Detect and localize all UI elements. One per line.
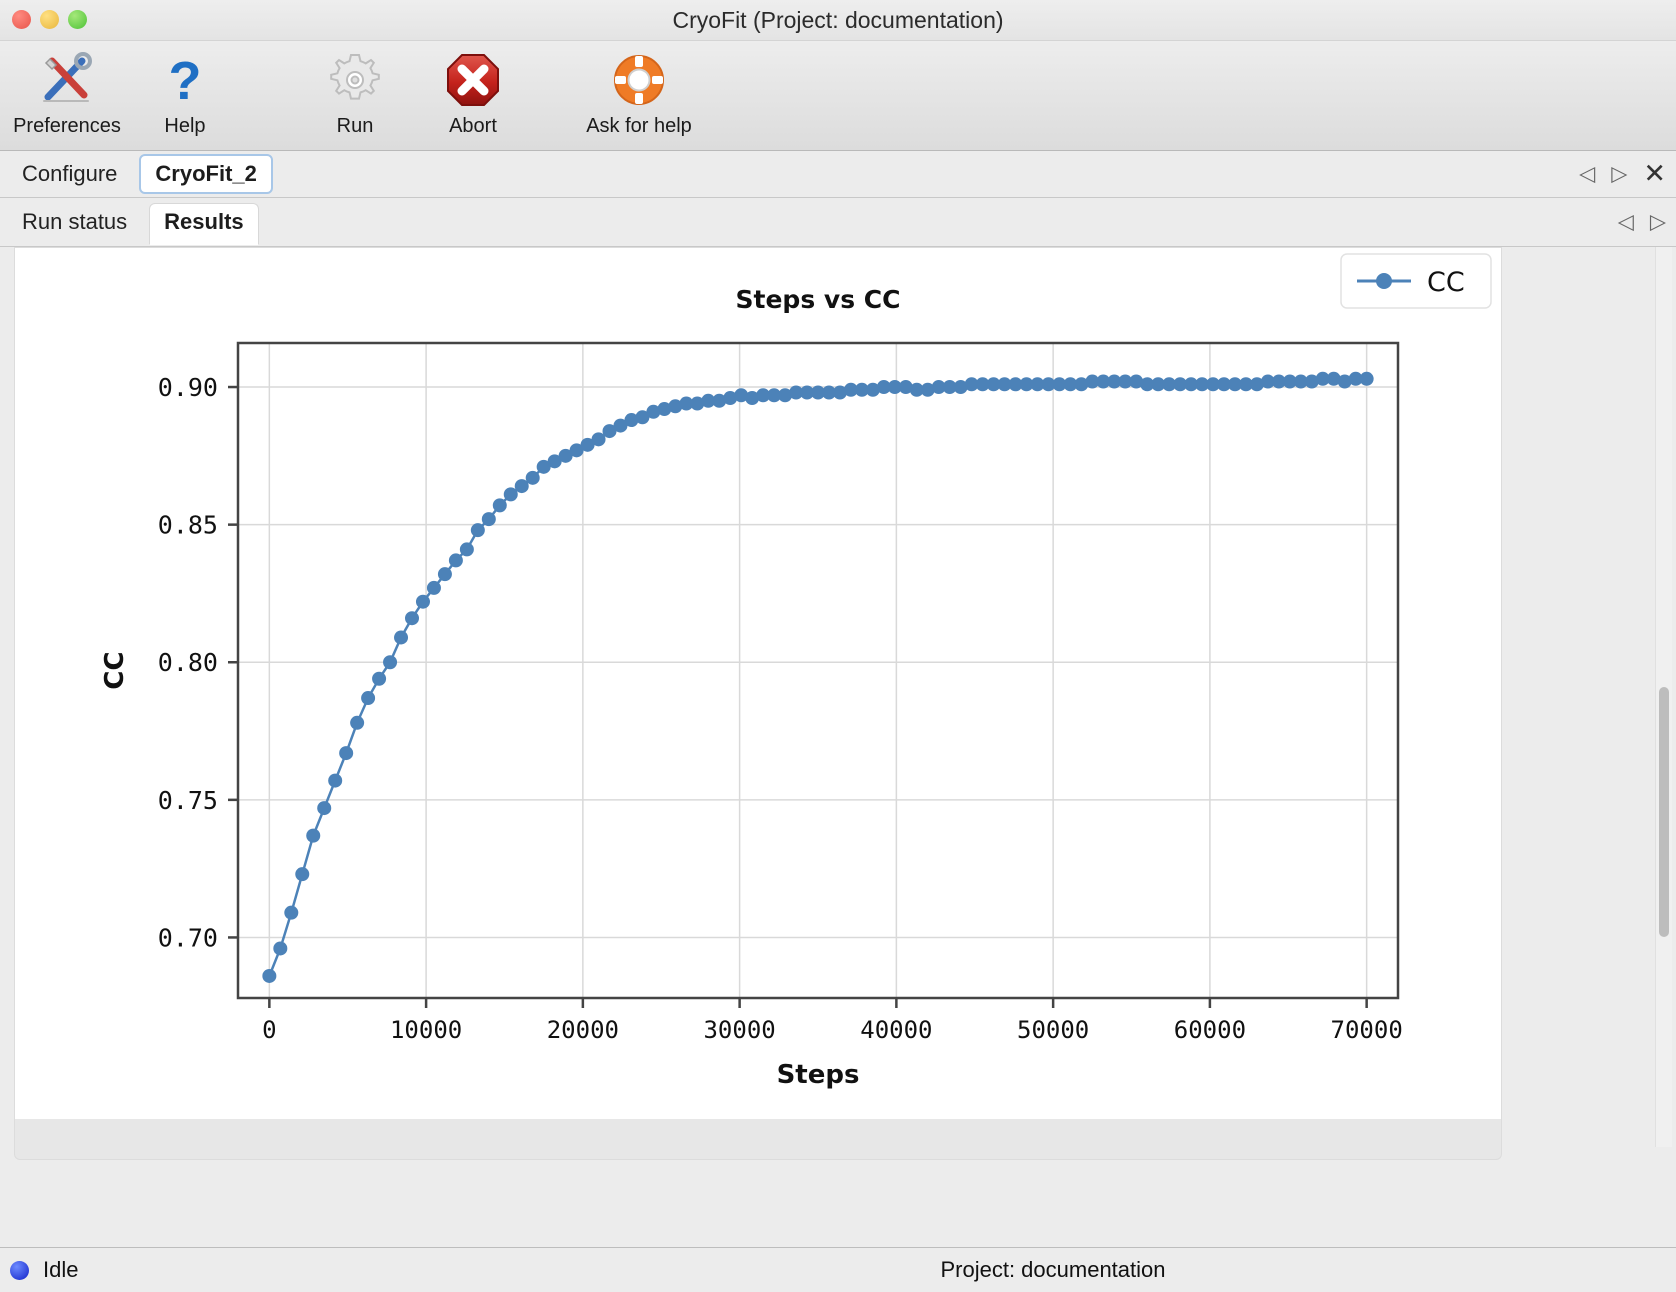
gear-icon [324,47,386,113]
svg-text:20000: 20000 [547,1016,619,1044]
toolbar: Preferences ? Help Run [0,41,1676,151]
inner-tab-nav: ◁ ▷ [1618,212,1666,233]
close-window-button[interactable] [12,10,31,29]
title-bar: CryoFit (Project: documentation) [0,0,1676,41]
maximize-window-button[interactable] [68,10,87,29]
status-bar: Idle Project: documentation [0,1247,1676,1292]
preferences-button[interactable]: Preferences [8,41,126,138]
ask-for-help-label: Ask for help [586,115,692,137]
svg-text:40000: 40000 [860,1016,932,1044]
window-title: CryoFit (Project: documentation) [672,7,1004,33]
svg-text:Steps: Steps [777,1060,860,1090]
help-button[interactable]: ? Help [126,41,244,138]
svg-text:0.90: 0.90 [158,373,218,402]
run-label: Run [336,115,374,137]
svg-text:60000: 60000 [1174,1016,1246,1044]
question-mark-icon: ? [154,47,216,113]
svg-text:30000: 30000 [703,1016,775,1044]
help-label: Help [164,115,206,137]
results-scrollbar-track[interactable] [1655,247,1672,1147]
results-scrollbar-thumb[interactable] [1659,687,1669,937]
svg-text:0: 0 [262,1016,276,1044]
prev-inner-tab-icon[interactable]: ◁ [1617,210,1634,234]
next-tab-icon[interactable]: ▷ [1611,162,1628,186]
svg-text:?: ? [169,51,202,111]
close-tab-icon[interactable]: ✕ [1643,158,1666,190]
svg-text:CC: CC [1427,267,1465,298]
svg-text:0.80: 0.80 [158,648,218,677]
tools-icon [36,47,98,113]
tab-results[interactable]: Results [149,202,259,245]
inner-tab-bar: Run status Results ◁ ▷ [0,198,1676,247]
stop-x-icon [442,47,504,113]
status-left-group: Idle [10,1257,78,1283]
ask-for-help-button[interactable]: Ask for help [580,41,698,138]
svg-text:50000: 50000 [1017,1016,1089,1044]
tab-cryofit-2[interactable]: CryoFit_2 [139,154,273,194]
results-panel: Steps vs CC 0 10000 20000 30000 40000 50000 600… [0,247,1676,1247]
tab-configure[interactable]: Configure [22,161,118,186]
plot-inner: Steps vs CC 0 10000 20000 30000 40000 50000 600… [33,248,1501,1120]
plot-bottom-strip [14,1119,1502,1160]
tab-run-status[interactable]: Run status [22,209,128,234]
minimize-window-button[interactable] [40,10,59,29]
svg-text:0.75: 0.75 [158,786,218,815]
status-state-label: Idle [43,1257,79,1282]
window-controls [12,10,87,29]
svg-text:CC: CC [100,651,130,689]
abort-button[interactable]: Abort [414,41,532,138]
outer-tab-nav: ◁ ▷ ✕ [1579,161,1666,188]
svg-text:Steps vs CC: Steps vs CC [736,285,901,314]
status-project-label: Project: documentation [940,1257,1166,1282]
status-indicator-icon [10,1260,29,1280]
abort-label: Abort [449,115,497,137]
svg-text:0.85: 0.85 [158,511,218,540]
outer-tab-bar: Configure CryoFit_2 ◁ ▷ ✕ [0,151,1676,198]
preferences-label: Preferences [13,115,121,137]
next-inner-tab-icon[interactable]: ▷ [1649,210,1666,234]
plot-container: Steps vs CC 0 10000 20000 30000 40000 50000 600… [14,247,1502,1121]
svg-text:70000: 70000 [1331,1016,1403,1044]
life-ring-icon [608,47,670,113]
prev-tab-icon[interactable]: ◁ [1579,162,1596,186]
run-button[interactable]: Run [296,41,414,138]
svg-text:0.70: 0.70 [158,923,218,952]
svg-text:10000: 10000 [390,1016,462,1044]
steps-vs-cc-chart: Steps vs CC 0 10000 20000 30000 40000 50000 600… [100,253,1492,1090]
